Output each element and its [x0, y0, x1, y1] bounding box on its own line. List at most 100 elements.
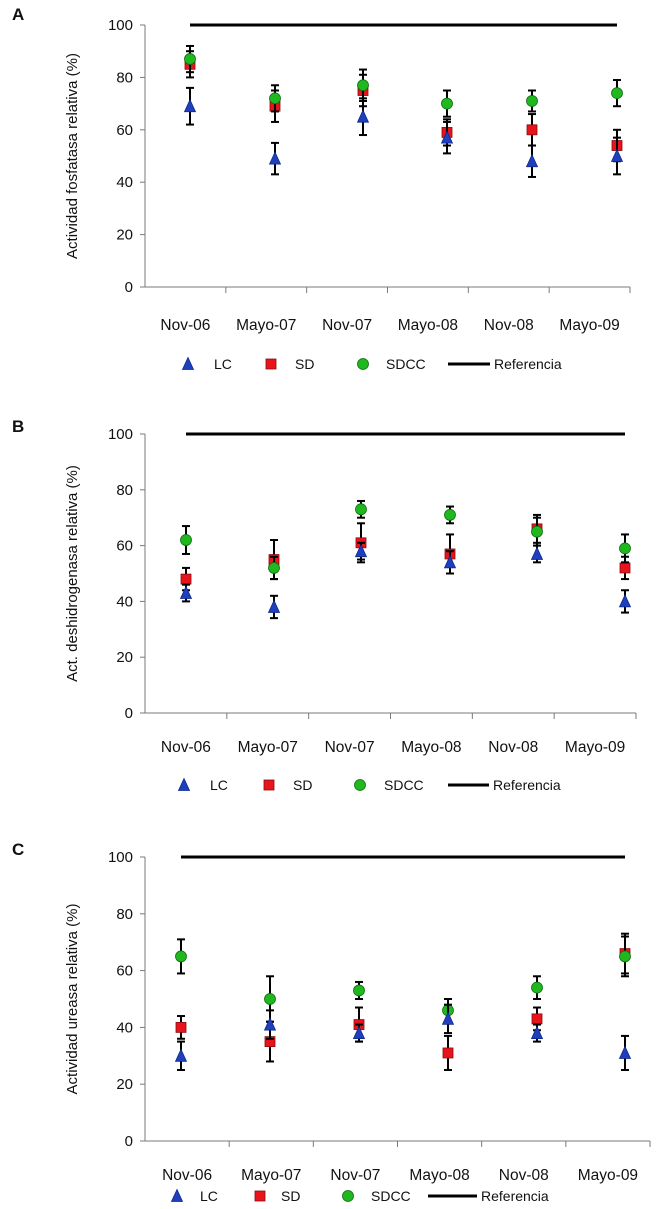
- legend-label-referencia: Referencia: [493, 777, 561, 793]
- series-SDCC: [180, 499, 631, 581]
- series-SD: [175, 932, 631, 1071]
- panel-C: C 0 20 40 60 80 100 Nov-06 Mayo-07 Nov-07 Mayo-08 N…: [12, 840, 651, 1204]
- x-category-label: Nov-08: [484, 317, 534, 334]
- series-SD: [180, 513, 631, 592]
- marker-sdcc: [353, 984, 365, 997]
- y-tick-label: 100: [108, 849, 133, 866]
- y-tick-label: 0: [125, 705, 133, 722]
- x-category-label: Nov-06: [161, 739, 211, 756]
- panel-letter: C: [12, 840, 24, 859]
- y-tick-label: 40: [116, 593, 133, 610]
- marker-lc: [618, 593, 632, 608]
- marker-sdcc: [444, 509, 456, 521]
- y-tick-label: 0: [125, 1133, 133, 1150]
- legend-label-lc: LC: [210, 777, 228, 793]
- series-SD: [184, 50, 623, 163]
- legend-marker-lc: [177, 777, 191, 791]
- marker-lc: [618, 1045, 632, 1059]
- marker-sdcc: [531, 525, 543, 538]
- x-category-label: Mayo-09: [578, 1167, 638, 1184]
- marker-lc: [441, 1011, 455, 1025]
- x-category-label: Nov-06: [162, 1167, 212, 1184]
- panel-A: A 0 20 40 60 80 100 Nov-06 Mayo-07 Nov-07 Mayo-08 N…: [12, 5, 631, 372]
- marker-sdcc: [619, 950, 631, 963]
- marker-sd: [175, 1022, 187, 1033]
- marker-sdcc: [269, 92, 281, 105]
- marker-sd: [180, 573, 192, 585]
- x-category-label: Mayo-07: [241, 1167, 301, 1184]
- marker-lc: [443, 554, 457, 569]
- marker-lc: [174, 1048, 188, 1062]
- x-category-label: Nov-08: [499, 1167, 549, 1184]
- y-tick-label: 20: [116, 649, 133, 666]
- y-tick-label: 40: [116, 1019, 133, 1036]
- legend-label-referencia: Referencia: [494, 356, 562, 372]
- x-category-label: Mayo-08: [398, 317, 458, 334]
- marker-sdcc: [264, 993, 276, 1005]
- legend-marker-lc: [170, 1188, 184, 1202]
- y-tick-label: 60: [116, 122, 133, 139]
- x-category-label: Mayo-09: [559, 317, 619, 334]
- marker-sdcc: [355, 503, 367, 516]
- marker-lc: [354, 543, 368, 558]
- x-category-label: Mayo-08: [401, 739, 461, 756]
- x-category-label: Mayo-09: [565, 739, 625, 756]
- marker-sdcc: [357, 79, 369, 92]
- marker-sdcc: [441, 97, 453, 110]
- x-category-label: Mayo-07: [236, 317, 296, 334]
- legend-label-lc: LC: [200, 1188, 218, 1204]
- marker-lc: [440, 130, 454, 144]
- y-tick-label: 0: [125, 279, 133, 296]
- legend-label-sdcc: SDCC: [384, 777, 424, 793]
- marker-sdcc: [526, 95, 538, 107]
- marker-sd: [531, 1013, 543, 1025]
- legend-label-lc: LC: [214, 356, 232, 372]
- marker-sdcc: [619, 542, 631, 555]
- y-tick-label: 60: [116, 963, 133, 980]
- marker-lc: [179, 585, 193, 599]
- legend: LC SD SDCC Referencia: [170, 1188, 549, 1204]
- x-category-label: Mayo-08: [409, 1167, 469, 1184]
- series-LC: [179, 541, 632, 620]
- marker-lc: [183, 98, 197, 113]
- legend: LC SD SDCC Referencia: [177, 777, 561, 793]
- marker-sdcc: [611, 87, 623, 100]
- y-axis-label: Actividad fosfatasa relativa (%): [64, 53, 81, 259]
- series-LC: [174, 1003, 632, 1071]
- marker-lc: [268, 151, 282, 165]
- legend-label-sd: SD: [295, 356, 314, 372]
- marker-sdcc: [180, 534, 192, 546]
- legend-label-sdcc: SDCC: [371, 1188, 411, 1204]
- legend-label-sd: SD: [293, 777, 312, 793]
- marker-sd: [442, 1047, 454, 1059]
- y-tick-label: 100: [108, 426, 133, 443]
- x-category-label: Nov-08: [488, 739, 538, 756]
- marker-sdcc: [184, 53, 196, 65]
- y-tick-label: 40: [116, 174, 133, 191]
- x-category-label: Nov-06: [160, 317, 210, 334]
- legend-label-sdcc: SDCC: [386, 356, 426, 372]
- legend-marker-sdcc: [357, 358, 369, 370]
- legend-label-referencia: Referencia: [481, 1188, 549, 1204]
- legend-marker-sdcc: [342, 1190, 354, 1202]
- y-tick-label: 80: [116, 69, 133, 86]
- marker-lc: [356, 109, 370, 123]
- marker-lc: [263, 1017, 277, 1031]
- marker-lc: [530, 1025, 544, 1039]
- y-tick-label: 20: [116, 1076, 133, 1093]
- legend-marker-sd: [254, 1190, 266, 1202]
- panel-letter: A: [12, 5, 24, 24]
- marker-sd: [526, 124, 538, 136]
- y-tick-label: 60: [116, 538, 133, 555]
- marker-lc: [267, 599, 281, 613]
- panel-B: B 0 20 40 60 80 100 Nov-06 Mayo-07 Nov-07 Mayo-08 N…: [12, 417, 637, 793]
- marker-sdcc: [175, 950, 187, 963]
- x-category-label: Nov-07: [322, 317, 372, 334]
- marker-sd: [619, 562, 631, 574]
- panel-letter: B: [12, 417, 24, 436]
- legend-marker-lc: [181, 356, 195, 370]
- marker-lc: [530, 546, 544, 560]
- marker-lc: [525, 153, 539, 168]
- series-SDCC: [184, 44, 623, 118]
